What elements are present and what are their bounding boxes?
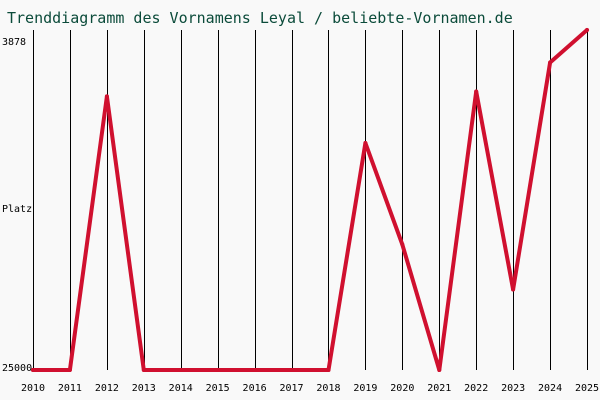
data-point-2022 xyxy=(474,89,479,94)
x-tick-label-2010: 2010 xyxy=(21,383,45,394)
x-tick-label-2023: 2023 xyxy=(501,383,525,394)
grid-lines xyxy=(33,30,588,370)
series-line-0 xyxy=(31,28,589,372)
x-tick-label-2019: 2019 xyxy=(353,383,377,394)
x-tick-label-2024: 2024 xyxy=(538,383,562,394)
x-tick-label-2018: 2018 xyxy=(316,383,340,394)
data-point-2011 xyxy=(67,368,72,372)
x-tick-label-2013: 2013 xyxy=(132,383,156,394)
data-point-2023 xyxy=(511,287,516,292)
series-layer xyxy=(31,28,589,372)
data-point-2018 xyxy=(326,368,331,372)
x-tick-label-2016: 2016 xyxy=(243,383,267,394)
x-tick-label-2015: 2015 xyxy=(206,383,230,394)
data-point-2017 xyxy=(289,368,294,372)
data-point-2019 xyxy=(363,141,368,145)
data-point-2015 xyxy=(215,368,220,372)
data-point-2025 xyxy=(585,28,589,32)
x-tick-label-2021: 2021 xyxy=(427,383,451,394)
data-point-2012 xyxy=(104,94,109,99)
y-axis-bottom-label: 25000 xyxy=(2,363,32,374)
x-tick-label-2011: 2011 xyxy=(58,383,82,394)
data-point-2014 xyxy=(178,368,183,372)
chart-title: Trenddiagramm des Vornamens Leyal / beli… xyxy=(7,9,513,27)
x-axis-tick-labels: 2010 2011 2012 2013 2014 2015 2016 2017 2018 2019… xyxy=(21,383,599,394)
data-point-2016 xyxy=(252,368,257,372)
y-axis-top-label: 3878 xyxy=(2,37,26,48)
x-tick-label-2014: 2014 xyxy=(169,383,193,394)
x-tick-label-2022: 2022 xyxy=(464,383,488,394)
x-tick-label-2025: 2025 xyxy=(575,383,599,394)
data-point-2021 xyxy=(437,368,442,372)
data-point-2020 xyxy=(400,242,405,247)
data-point-2024 xyxy=(548,60,553,65)
y-axis-title: Platz xyxy=(2,204,32,215)
x-tick-label-2020: 2020 xyxy=(390,383,414,394)
data-point-2013 xyxy=(141,368,146,372)
data-point-2010 xyxy=(31,368,35,372)
x-tick-label-2012: 2012 xyxy=(95,383,119,394)
x-tick-label-2017: 2017 xyxy=(279,383,303,394)
